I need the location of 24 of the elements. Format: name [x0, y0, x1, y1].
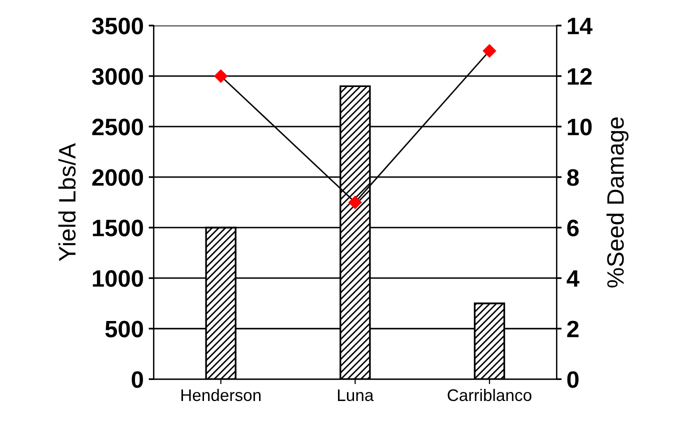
- y2-tick-label: 10: [568, 118, 592, 136]
- y2-tick-label: 14: [568, 18, 593, 34]
- y2-tick-label: 4: [566, 270, 580, 287]
- y2-tick-label: 6: [567, 220, 579, 236]
- y2-tick-label: 2: [567, 320, 579, 338]
- point: [214, 69, 228, 83]
- point: [482, 44, 496, 58]
- y-tick-label: 2500: [92, 118, 143, 136]
- y2-axis-title: %Seed Damage: [606, 117, 629, 288]
- x-tick-label: Carriblanco: [448, 388, 532, 402]
- y-tick-label: 3500: [92, 18, 143, 34]
- y2-tick-label: 12: [568, 68, 592, 85]
- x-tick-label: Luna: [338, 389, 374, 402]
- y-tick-label: 1500: [92, 220, 143, 236]
- y-tick-label: 500: [105, 320, 143, 338]
- point: [348, 196, 362, 209]
- y2-tick-label: 8: [567, 169, 579, 186]
- y-tick-label: 1000: [92, 270, 143, 287]
- y-tick-label: 2000: [92, 169, 143, 186]
- y-tick-label: 3000: [92, 68, 143, 85]
- y2-tick-label: 0: [567, 371, 579, 388]
- x-tick-label: Henderson: [181, 388, 261, 402]
- y-axis-title: Yield Lbs/A: [58, 143, 76, 262]
- y-tick-label: 0: [132, 371, 143, 388]
